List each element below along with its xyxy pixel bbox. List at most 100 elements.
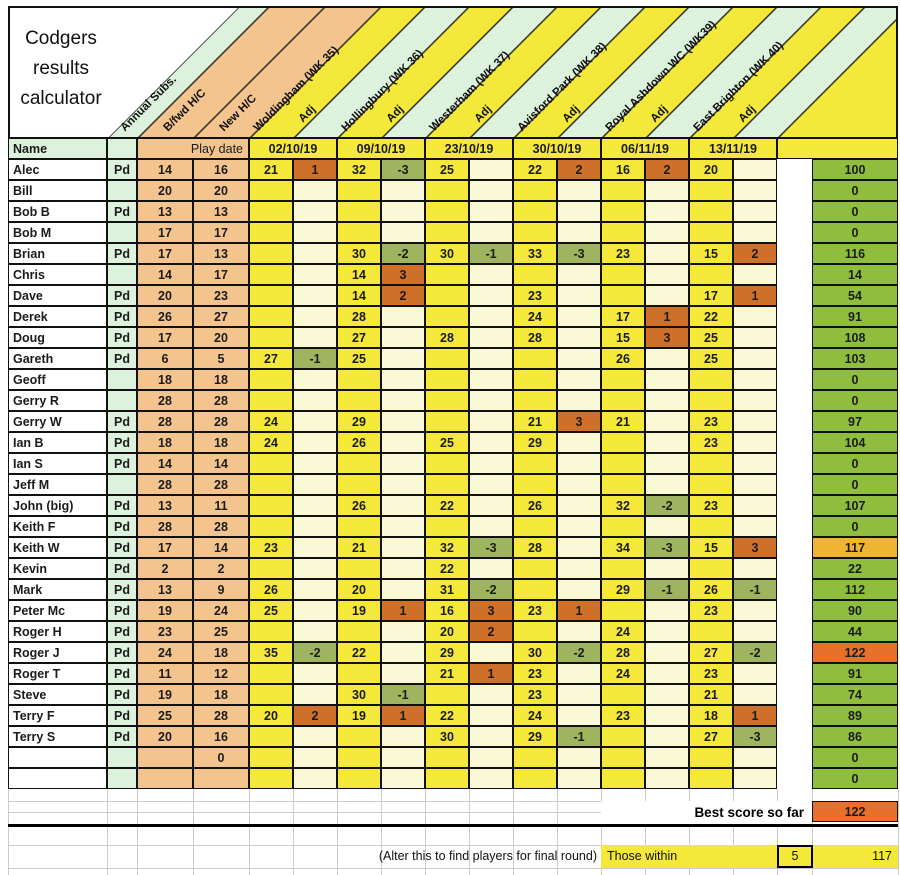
adj-cell[interactable]	[645, 558, 689, 579]
adj-cell[interactable]	[645, 264, 689, 285]
score-cell[interactable]	[601, 453, 645, 474]
adj-cell[interactable]	[733, 306, 777, 327]
score-cell[interactable]: 20	[337, 579, 381, 600]
adj-cell[interactable]	[469, 348, 513, 369]
new-hc-cell[interactable]: 9	[193, 579, 249, 600]
score-cell[interactable]	[337, 474, 381, 495]
adj-cell[interactable]	[293, 516, 337, 537]
total-cell[interactable]: 0	[812, 453, 898, 474]
new-hc-cell[interactable]: 28	[193, 411, 249, 432]
adj-cell[interactable]	[645, 369, 689, 390]
score-cell[interactable]	[249, 327, 293, 348]
adj-cell[interactable]	[557, 684, 601, 705]
score-cell[interactable]: 16	[425, 600, 469, 621]
score-cell[interactable]: 25	[689, 348, 733, 369]
adj-cell[interactable]	[557, 474, 601, 495]
new-hc-cell[interactable]: 16	[193, 726, 249, 747]
adj-cell[interactable]	[293, 201, 337, 222]
bfwd-hc-cell[interactable]: 14	[137, 264, 193, 285]
adj-cell[interactable]	[293, 600, 337, 621]
score-cell[interactable]: 28	[513, 537, 557, 558]
bfwd-hc-cell[interactable]: 28	[137, 516, 193, 537]
adj-cell[interactable]	[469, 306, 513, 327]
score-cell[interactable]	[689, 453, 733, 474]
score-cell[interactable]	[425, 411, 469, 432]
adj-cell[interactable]	[645, 684, 689, 705]
bfwd-hc-cell[interactable]: 28	[137, 474, 193, 495]
score-cell[interactable]: 30	[513, 642, 557, 663]
score-cell[interactable]	[513, 516, 557, 537]
total-cell[interactable]: 107	[812, 495, 898, 516]
adj-cell[interactable]	[381, 516, 425, 537]
score-cell[interactable]	[689, 390, 733, 411]
adj-cell[interactable]: 2	[733, 243, 777, 264]
adj-cell[interactable]	[469, 705, 513, 726]
adj-cell[interactable]: 3	[557, 411, 601, 432]
adj-cell[interactable]	[469, 264, 513, 285]
bfwd-hc-cell[interactable]: 24	[137, 642, 193, 663]
score-cell[interactable]: 22	[513, 159, 557, 180]
score-cell[interactable]: 23	[513, 285, 557, 306]
adj-cell[interactable]	[469, 684, 513, 705]
score-cell[interactable]: 15	[601, 327, 645, 348]
score-cell[interactable]	[513, 264, 557, 285]
score-cell[interactable]: 21	[513, 411, 557, 432]
total-cell[interactable]: 0	[812, 201, 898, 222]
bfwd-hc-cell[interactable]: 17	[137, 222, 193, 243]
score-cell[interactable]	[513, 390, 557, 411]
score-cell[interactable]	[249, 222, 293, 243]
paid-cell[interactable]: Pd	[107, 285, 137, 306]
score-cell[interactable]	[513, 621, 557, 642]
total-cell[interactable]: 44	[812, 621, 898, 642]
adj-cell[interactable]	[557, 495, 601, 516]
score-cell[interactable]: 24	[601, 663, 645, 684]
score-cell[interactable]	[601, 474, 645, 495]
score-cell[interactable]	[601, 558, 645, 579]
score-cell[interactable]	[249, 726, 293, 747]
adj-cell[interactable]	[645, 390, 689, 411]
adj-cell[interactable]: 2	[381, 285, 425, 306]
adj-cell[interactable]	[557, 768, 601, 789]
paid-cell[interactable]	[107, 369, 137, 390]
bfwd-hc-cell[interactable]: 23	[137, 621, 193, 642]
adj-cell[interactable]	[645, 516, 689, 537]
new-hc-cell[interactable]: 0	[193, 747, 249, 768]
bfwd-hc-cell[interactable]: 18	[137, 432, 193, 453]
score-cell[interactable]: 28	[513, 327, 557, 348]
bfwd-hc-cell[interactable]: 28	[137, 390, 193, 411]
adj-cell[interactable]	[469, 327, 513, 348]
total-cell[interactable]: 100	[812, 159, 898, 180]
paid-cell[interactable]	[107, 390, 137, 411]
score-cell[interactable]: 30	[425, 726, 469, 747]
score-cell[interactable]: 21	[249, 159, 293, 180]
new-hc-cell[interactable]: 13	[193, 243, 249, 264]
within-result[interactable]: 117	[872, 849, 892, 863]
adj-cell[interactable]	[381, 663, 425, 684]
score-cell[interactable]: 22	[425, 495, 469, 516]
score-cell[interactable]	[425, 369, 469, 390]
score-cell[interactable]: 24	[513, 705, 557, 726]
adj-cell[interactable]	[733, 180, 777, 201]
bfwd-hc-cell[interactable]: 13	[137, 495, 193, 516]
bfwd-hc-cell[interactable]: 14	[137, 159, 193, 180]
adj-cell[interactable]	[469, 159, 513, 180]
paid-cell[interactable]: Pd	[107, 159, 137, 180]
score-cell[interactable]	[513, 579, 557, 600]
adj-cell[interactable]: -2	[557, 642, 601, 663]
total-cell[interactable]: 0	[812, 222, 898, 243]
adj-cell[interactable]	[557, 558, 601, 579]
adj-cell[interactable]	[557, 369, 601, 390]
score-cell[interactable]	[425, 453, 469, 474]
score-cell[interactable]	[249, 243, 293, 264]
adj-cell[interactable]	[557, 747, 601, 768]
score-cell[interactable]: 23	[689, 600, 733, 621]
adj-cell[interactable]	[469, 642, 513, 663]
adj-cell[interactable]	[557, 201, 601, 222]
adj-cell[interactable]: 1	[381, 600, 425, 621]
bfwd-hc-cell[interactable]: 11	[137, 663, 193, 684]
paid-cell[interactable]	[107, 768, 137, 789]
adj-cell[interactable]	[293, 474, 337, 495]
adj-cell[interactable]	[381, 621, 425, 642]
score-cell[interactable]	[425, 684, 469, 705]
name-cell[interactable]: Terry S	[8, 726, 107, 747]
